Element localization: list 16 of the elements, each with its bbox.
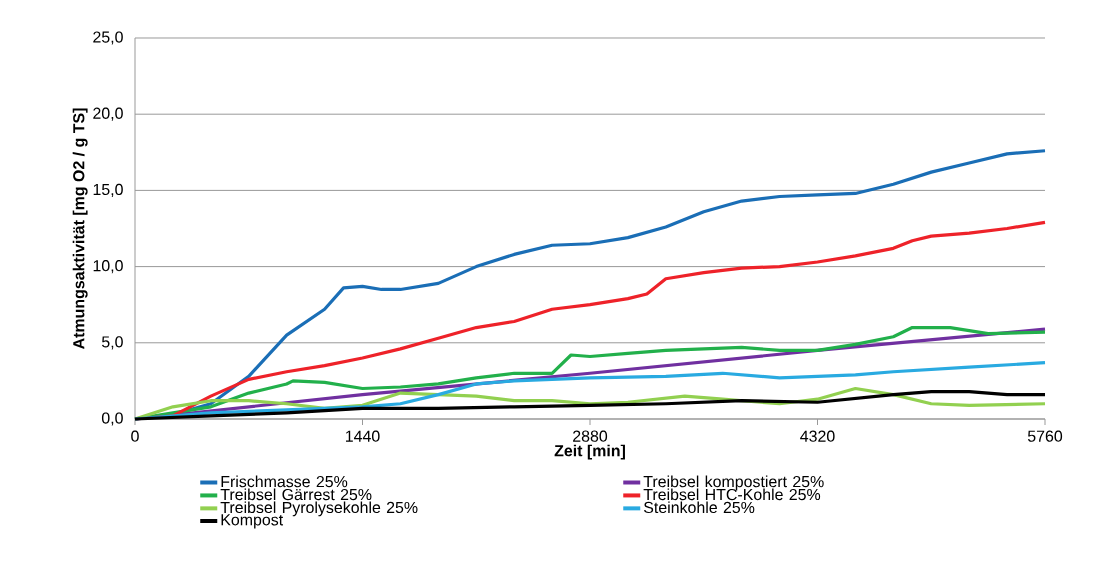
x-tick-label: 2880 — [573, 430, 608, 442]
x-tick-label: 5760 — [1027, 430, 1063, 442]
legend-label: Steinkohle 25% — [643, 501, 755, 514]
y-tick-label: 10,0 — [93, 260, 123, 274]
x-tick-label: 0 — [131, 430, 139, 442]
y-tick-label: 5,0 — [101, 336, 123, 350]
y-tick-label: 25,0 — [93, 31, 123, 45]
y-tick-label: 0,0 — [101, 412, 123, 426]
x-tick-label: 4320 — [800, 430, 835, 442]
x-tick-label: 1440 — [345, 430, 380, 442]
legend-label: Frischmasse 25% — [221, 475, 348, 488]
y-axis-title: Atmungsaktivität [mg O2 / g TS] — [72, 108, 88, 349]
y-tick-label: 15,0 — [93, 183, 123, 197]
y-tick-label: 20,0 — [93, 107, 123, 121]
legend-label: Treibsel Gärrest 25% — [220, 488, 372, 501]
x-axis-title: Zeit [min] — [554, 444, 625, 460]
